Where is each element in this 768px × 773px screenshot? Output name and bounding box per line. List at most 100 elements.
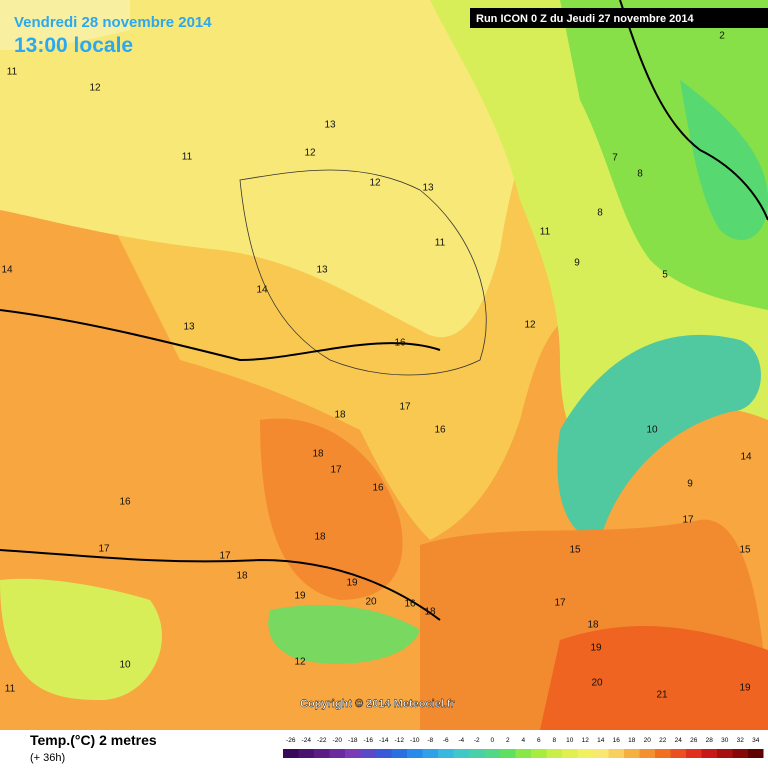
legend-label: 24 bbox=[675, 737, 683, 744]
contour-label: 8 bbox=[597, 208, 603, 219]
legend-label: 32 bbox=[737, 737, 745, 744]
legend-swatch bbox=[593, 749, 609, 758]
alps-cold bbox=[557, 334, 761, 540]
contour-label: 14 bbox=[740, 452, 752, 463]
legend-label: 0 bbox=[490, 737, 494, 744]
legend-swatch bbox=[686, 749, 702, 758]
legend-label: 8 bbox=[552, 737, 556, 744]
legend-swatch bbox=[546, 749, 562, 758]
contour-label: 8 bbox=[637, 169, 643, 180]
legend-label: -4 bbox=[458, 737, 464, 744]
contour-label: 18 bbox=[314, 532, 326, 543]
legend-label: -12 bbox=[395, 737, 405, 744]
legend-label: 30 bbox=[721, 737, 729, 744]
contour-label: 11 bbox=[435, 238, 446, 249]
time-text: 13:00 locale bbox=[14, 34, 133, 57]
legend-label: -26 bbox=[286, 737, 296, 744]
contour-label: 18 bbox=[424, 607, 436, 618]
legend-label: 34 bbox=[752, 737, 760, 744]
legend-swatch bbox=[732, 749, 748, 758]
legend-label: 6 bbox=[537, 737, 541, 744]
isotherm bbox=[0, 549, 441, 621]
legend-label: -18 bbox=[348, 737, 358, 744]
legend-label: 18 bbox=[628, 737, 636, 744]
contour-label: 17 bbox=[682, 515, 694, 526]
contour-label: 16 bbox=[434, 425, 446, 436]
legend-label: -22 bbox=[317, 737, 327, 744]
contour-label: 13 bbox=[422, 183, 434, 194]
legend-label: 28 bbox=[706, 737, 714, 744]
legend-swatch bbox=[670, 749, 686, 758]
legend-label: -10 bbox=[410, 737, 420, 744]
contour-label: 19 bbox=[590, 643, 602, 654]
contour-label: 11 bbox=[5, 684, 16, 695]
legend-label: -14 bbox=[379, 737, 389, 744]
legend-swatch bbox=[314, 749, 330, 758]
legend-label: 2 bbox=[506, 737, 510, 744]
legend-swatch bbox=[717, 749, 733, 758]
contour-label: 10 bbox=[646, 425, 658, 436]
pyr-west bbox=[0, 578, 162, 700]
isotherm bbox=[0, 309, 441, 362]
run-text: Run ICON 0 Z du Jeudi 27 novembre 2014 bbox=[476, 13, 694, 25]
legend-swatch bbox=[655, 749, 671, 758]
legend-swatch bbox=[345, 749, 361, 758]
contour-label: 17 bbox=[399, 402, 411, 413]
contour-label: 13 bbox=[183, 322, 195, 333]
legend-label: 20 bbox=[644, 737, 652, 744]
legend-label: -6 bbox=[443, 737, 449, 744]
legend-label: -2 bbox=[474, 737, 480, 744]
contour-label: 20 bbox=[365, 597, 377, 608]
contour-label: 17 bbox=[219, 551, 231, 562]
zone-12 bbox=[0, 0, 600, 338]
date-text: Vendredi 28 novembre 2014 bbox=[14, 14, 212, 31]
legend-swatch bbox=[515, 749, 531, 758]
legend-swatch bbox=[748, 749, 764, 758]
contour-label: 15 bbox=[569, 545, 581, 556]
contour-label: 14 bbox=[1, 265, 13, 276]
legend-swatch bbox=[531, 749, 547, 758]
run-box bbox=[470, 8, 768, 28]
legend-swatch bbox=[484, 749, 500, 758]
contour-label: 13 bbox=[324, 120, 336, 131]
contour-label: 18 bbox=[236, 571, 248, 582]
legend-swatch bbox=[283, 749, 299, 758]
legend-label: -24 bbox=[302, 737, 312, 744]
contour-label: 12 bbox=[294, 657, 306, 668]
contour-label: 11 bbox=[7, 67, 18, 78]
contour-label: 13 bbox=[316, 265, 328, 276]
contour-label: 12 bbox=[524, 320, 536, 331]
contour-label: 17 bbox=[554, 598, 566, 609]
legend-label: 10 bbox=[566, 737, 574, 744]
legend-swatch bbox=[453, 749, 469, 758]
legend-swatch bbox=[407, 749, 423, 758]
legend-label: 16 bbox=[613, 737, 621, 744]
contour-label: 16 bbox=[372, 483, 384, 494]
contour-label: 11 bbox=[540, 227, 551, 238]
contour-label: 18 bbox=[312, 449, 324, 460]
zone-18-fr bbox=[260, 418, 403, 600]
legend-swatch bbox=[562, 749, 578, 758]
contour-label: 12 bbox=[304, 148, 316, 159]
contour-label: 10 bbox=[119, 660, 131, 671]
contour-label: 19 bbox=[739, 683, 751, 694]
contour-label: 7 bbox=[612, 153, 618, 164]
contour-label: 2 bbox=[719, 31, 725, 42]
legend-swatch bbox=[422, 749, 438, 758]
legend-swatch bbox=[376, 749, 392, 758]
legend-swatch bbox=[500, 749, 516, 758]
borders bbox=[239, 169, 487, 376]
contour-label: 17 bbox=[98, 544, 110, 555]
legend-swatch bbox=[639, 749, 655, 758]
legend-label: -8 bbox=[427, 737, 433, 744]
contour-label: 18 bbox=[334, 410, 346, 421]
contour-label: 5 bbox=[662, 270, 668, 281]
contour-label: 21 bbox=[656, 690, 668, 701]
legend-label: 12 bbox=[582, 737, 590, 744]
contour-label: 16 bbox=[119, 497, 131, 508]
contour-label: 19 bbox=[346, 578, 358, 589]
contour-label: 17 bbox=[330, 465, 342, 476]
legend-swatch bbox=[360, 749, 376, 758]
legend-label: -16 bbox=[364, 737, 374, 744]
pyrenees bbox=[268, 605, 420, 664]
